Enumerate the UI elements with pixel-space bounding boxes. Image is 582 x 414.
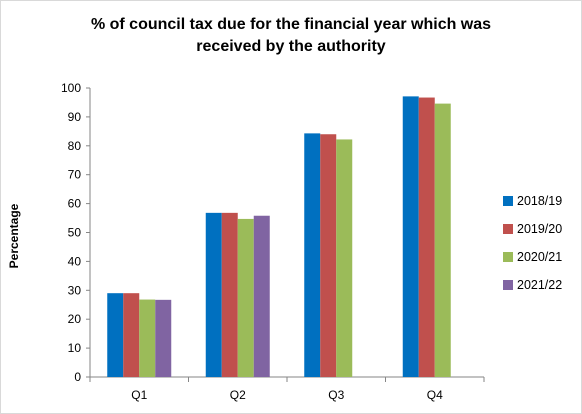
x-tick-label: Q4	[427, 388, 443, 402]
y-tick-label: 70	[68, 168, 82, 182]
bar-2020-21-q1	[139, 299, 156, 377]
y-tick-label: 80	[68, 139, 82, 153]
bar-2020-21-q2	[237, 218, 254, 377]
bar-2019-20-q1	[123, 293, 140, 377]
bar-2019-20-q3	[320, 134, 337, 377]
legend-item: 2020/21	[503, 243, 562, 271]
y-tick-label: 0	[74, 370, 81, 384]
legend-label: 2018/19	[517, 194, 563, 208]
bar-2021-22-q2	[253, 215, 270, 377]
chart-title: % of council tax due for the financial y…	[0, 14, 582, 58]
legend-swatch	[503, 196, 513, 206]
bar-2019-20-q2	[221, 212, 238, 377]
legend-item: 2021/22	[503, 271, 562, 299]
y-tick-label: 90	[68, 110, 82, 124]
chart-title-line-2: received by the authority	[196, 38, 386, 55]
x-tick-label: Q2	[230, 388, 246, 402]
legend-swatch	[503, 224, 513, 234]
legend-item: 2019/20	[503, 215, 562, 243]
x-tick-label: Q1	[131, 388, 147, 402]
chart-title-line-1: % of council tax due for the financial y…	[90, 16, 492, 33]
bar-2020-21-q4	[434, 103, 451, 377]
bar-2019-20-q4	[418, 97, 435, 378]
y-tick-label: 50	[68, 226, 82, 240]
chart-legend: 2018/19 2019/20 2020/21 2021/22	[503, 187, 562, 299]
bar-2018-19-q3	[304, 133, 321, 377]
legend-label: 2019/20	[517, 222, 563, 236]
y-tick-label: 10	[68, 341, 82, 355]
y-tick-label: 30	[68, 283, 82, 297]
legend-label: 2021/22	[517, 278, 563, 292]
legend-swatch	[503, 252, 513, 262]
legend-item: 2018/19	[503, 187, 562, 215]
bar-2018-19-q2	[205, 212, 222, 377]
y-tick-label: 20	[68, 312, 82, 326]
bar-2020-21-q3	[336, 139, 353, 377]
bar-2018-19-q1	[107, 293, 124, 377]
legend-swatch	[503, 280, 513, 290]
bar-2021-22-q1	[155, 299, 172, 377]
y-tick-label: 100	[61, 81, 81, 95]
legend-label: 2020/21	[517, 250, 563, 264]
y-tick-label: 60	[68, 197, 82, 211]
bar-2018-19-q4	[402, 96, 419, 378]
y-tick-label: 40	[68, 254, 82, 268]
x-tick-label: Q3	[328, 388, 344, 402]
